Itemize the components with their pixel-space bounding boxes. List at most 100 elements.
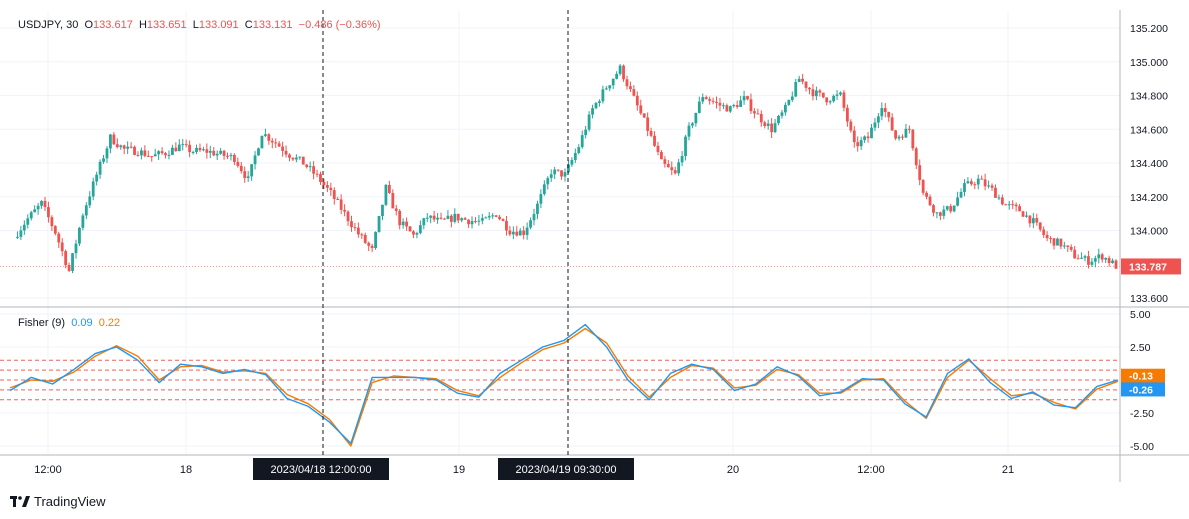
candle[interactable] <box>680 150 684 167</box>
candle[interactable] <box>601 85 605 104</box>
candle[interactable] <box>1107 255 1111 267</box>
candle[interactable] <box>780 109 784 119</box>
candle[interactable] <box>453 208 457 224</box>
candle[interactable] <box>109 133 112 154</box>
candle[interactable] <box>746 95 749 101</box>
candle[interactable] <box>133 145 136 156</box>
candle[interactable] <box>570 157 574 167</box>
candle[interactable] <box>260 135 264 149</box>
candle[interactable] <box>401 218 405 229</box>
candle[interactable] <box>270 138 274 149</box>
candle[interactable] <box>418 220 422 235</box>
candle[interactable] <box>1018 203 1021 212</box>
candle[interactable] <box>873 118 877 131</box>
candle[interactable] <box>914 146 918 170</box>
candle[interactable] <box>963 179 966 197</box>
fisher-series[interactable] <box>9 323 1119 447</box>
candle[interactable] <box>536 200 539 220</box>
candle[interactable] <box>202 146 205 152</box>
candle[interactable] <box>649 127 653 138</box>
candle[interactable] <box>1114 259 1118 269</box>
candle[interactable] <box>1056 237 1059 246</box>
candle[interactable] <box>987 180 990 189</box>
candle[interactable] <box>16 231 19 239</box>
candle[interactable] <box>670 161 674 176</box>
candle[interactable] <box>894 129 897 141</box>
candle[interactable] <box>363 232 367 244</box>
candle[interactable] <box>191 150 195 155</box>
candle[interactable] <box>1093 255 1097 268</box>
candle[interactable] <box>1025 211 1028 218</box>
candle[interactable] <box>580 130 584 149</box>
candle[interactable] <box>177 139 181 152</box>
candle[interactable] <box>81 213 85 231</box>
candle[interactable] <box>876 113 880 129</box>
candle[interactable] <box>542 180 546 196</box>
candle[interactable] <box>870 124 873 139</box>
candle[interactable] <box>639 99 643 116</box>
candle[interactable] <box>498 214 501 221</box>
candle[interactable] <box>928 194 932 207</box>
candle[interactable] <box>622 64 625 82</box>
candle[interactable] <box>887 111 891 122</box>
candle[interactable] <box>136 151 140 157</box>
candle[interactable] <box>494 214 498 218</box>
candle[interactable] <box>980 175 984 180</box>
candle[interactable] <box>425 213 429 223</box>
candle[interactable] <box>332 187 336 205</box>
candle[interactable] <box>983 173 987 191</box>
candle[interactable] <box>663 156 667 168</box>
candle[interactable] <box>1059 238 1063 250</box>
candle[interactable] <box>350 215 353 232</box>
candle[interactable] <box>742 90 746 105</box>
candle[interactable] <box>1097 248 1101 264</box>
candle[interactable] <box>591 104 594 119</box>
candle[interactable] <box>598 99 601 107</box>
candle[interactable] <box>808 87 811 95</box>
candle[interactable] <box>360 232 364 239</box>
candle[interactable] <box>883 102 887 118</box>
candle[interactable] <box>484 216 488 219</box>
trigger-line[interactable] <box>9 327 1119 447</box>
candle[interactable] <box>1011 200 1015 210</box>
candle[interactable] <box>339 194 343 215</box>
candle[interactable] <box>990 183 994 191</box>
candle[interactable] <box>463 216 467 221</box>
candle[interactable] <box>625 75 629 90</box>
candle[interactable] <box>845 104 849 127</box>
candle[interactable] <box>267 133 271 145</box>
candle[interactable] <box>370 243 374 253</box>
candle[interactable] <box>994 184 997 198</box>
candle[interactable] <box>911 129 915 151</box>
candle[interactable] <box>642 113 646 119</box>
candle[interactable] <box>708 96 712 105</box>
time-axis[interactable]: 12:00 18 19 20 12:00 21 <box>34 464 1014 476</box>
candle[interactable] <box>1021 210 1025 217</box>
candle[interactable] <box>952 205 956 213</box>
candle[interactable] <box>801 73 805 85</box>
candle[interactable] <box>1069 244 1073 252</box>
candle[interactable] <box>171 144 174 156</box>
candle[interactable] <box>573 148 577 163</box>
candle[interactable] <box>1066 245 1070 252</box>
candle[interactable] <box>615 71 619 80</box>
candle[interactable] <box>787 99 791 106</box>
candle[interactable] <box>1004 203 1008 206</box>
candle[interactable] <box>336 196 340 200</box>
candle[interactable] <box>632 85 636 97</box>
candle[interactable] <box>219 147 223 155</box>
candle[interactable] <box>832 94 836 103</box>
candle[interactable] <box>1042 226 1046 238</box>
candle[interactable] <box>246 170 250 182</box>
candle[interactable] <box>1111 258 1114 264</box>
candle[interactable] <box>515 225 519 237</box>
candle[interactable] <box>422 217 426 230</box>
candle[interactable] <box>1035 213 1039 226</box>
candle[interactable] <box>997 194 1001 201</box>
candle[interactable] <box>394 204 398 216</box>
candle[interactable] <box>40 200 43 209</box>
candle[interactable] <box>398 209 402 230</box>
candle[interactable] <box>811 83 815 101</box>
candle[interactable] <box>825 97 829 106</box>
candle[interactable] <box>677 158 681 176</box>
